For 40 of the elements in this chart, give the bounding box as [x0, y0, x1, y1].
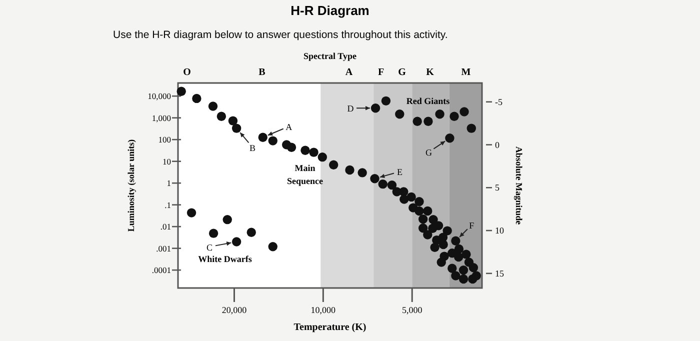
text: M [461, 67, 472, 78]
y-tick-label: 1,000 [152, 112, 171, 123]
text: F [378, 67, 384, 78]
y-tick-label: .01 [160, 222, 171, 232]
annotation: B [250, 142, 256, 153]
y2-tick-label: 0 [495, 140, 500, 150]
x2-axis-title: Spectral Type [304, 51, 356, 61]
annotation: A [286, 122, 293, 132]
annotation: White Dwarfs [198, 254, 252, 264]
y-tick-label: 10,000 [148, 91, 171, 102]
y-tick-label: 10 [162, 156, 171, 166]
text: A [345, 67, 354, 78]
x-axis-title: Temperature (K) [294, 322, 366, 333]
y-tick-label: 100 [158, 134, 171, 145]
text: G [398, 67, 406, 78]
y-tick-label: .1 [164, 200, 171, 210]
x-tick-label: 10,000 [310, 305, 336, 315]
y2-tick-label: 10 [495, 226, 504, 236]
y2-tick-label: -5 [495, 96, 503, 107]
y2-tick-label: 15 [495, 268, 504, 278]
y-tick-label: .0001 [152, 265, 171, 276]
y-tick-label: .001 [156, 243, 171, 254]
y-axis-title: Luminosity (solar units) [126, 139, 136, 232]
annotation: D [347, 104, 354, 114]
annotation: C [206, 242, 213, 252]
annotation: E [396, 167, 403, 178]
annotation: Main Sequence [287, 163, 324, 186]
y-tick-label: 1 [166, 178, 171, 188]
x-tick-label: 5,000 [402, 305, 423, 315]
x-tick-label: 20,000 [222, 305, 248, 315]
annotation: Red Giants [406, 96, 450, 106]
text: B [258, 67, 266, 78]
annotation: G [425, 148, 432, 158]
chart-subtitle: Use the H-R diagram below to answer questions throughout this activity. [113, 29, 448, 41]
y2-tick-label: 5 [495, 182, 500, 193]
annotation: F [469, 220, 474, 230]
text: O [183, 67, 192, 78]
chart-title: H-R Diagram [290, 3, 370, 18]
text: K [426, 67, 434, 78]
y2-axis-title: Absolute Magnitude [514, 146, 524, 225]
